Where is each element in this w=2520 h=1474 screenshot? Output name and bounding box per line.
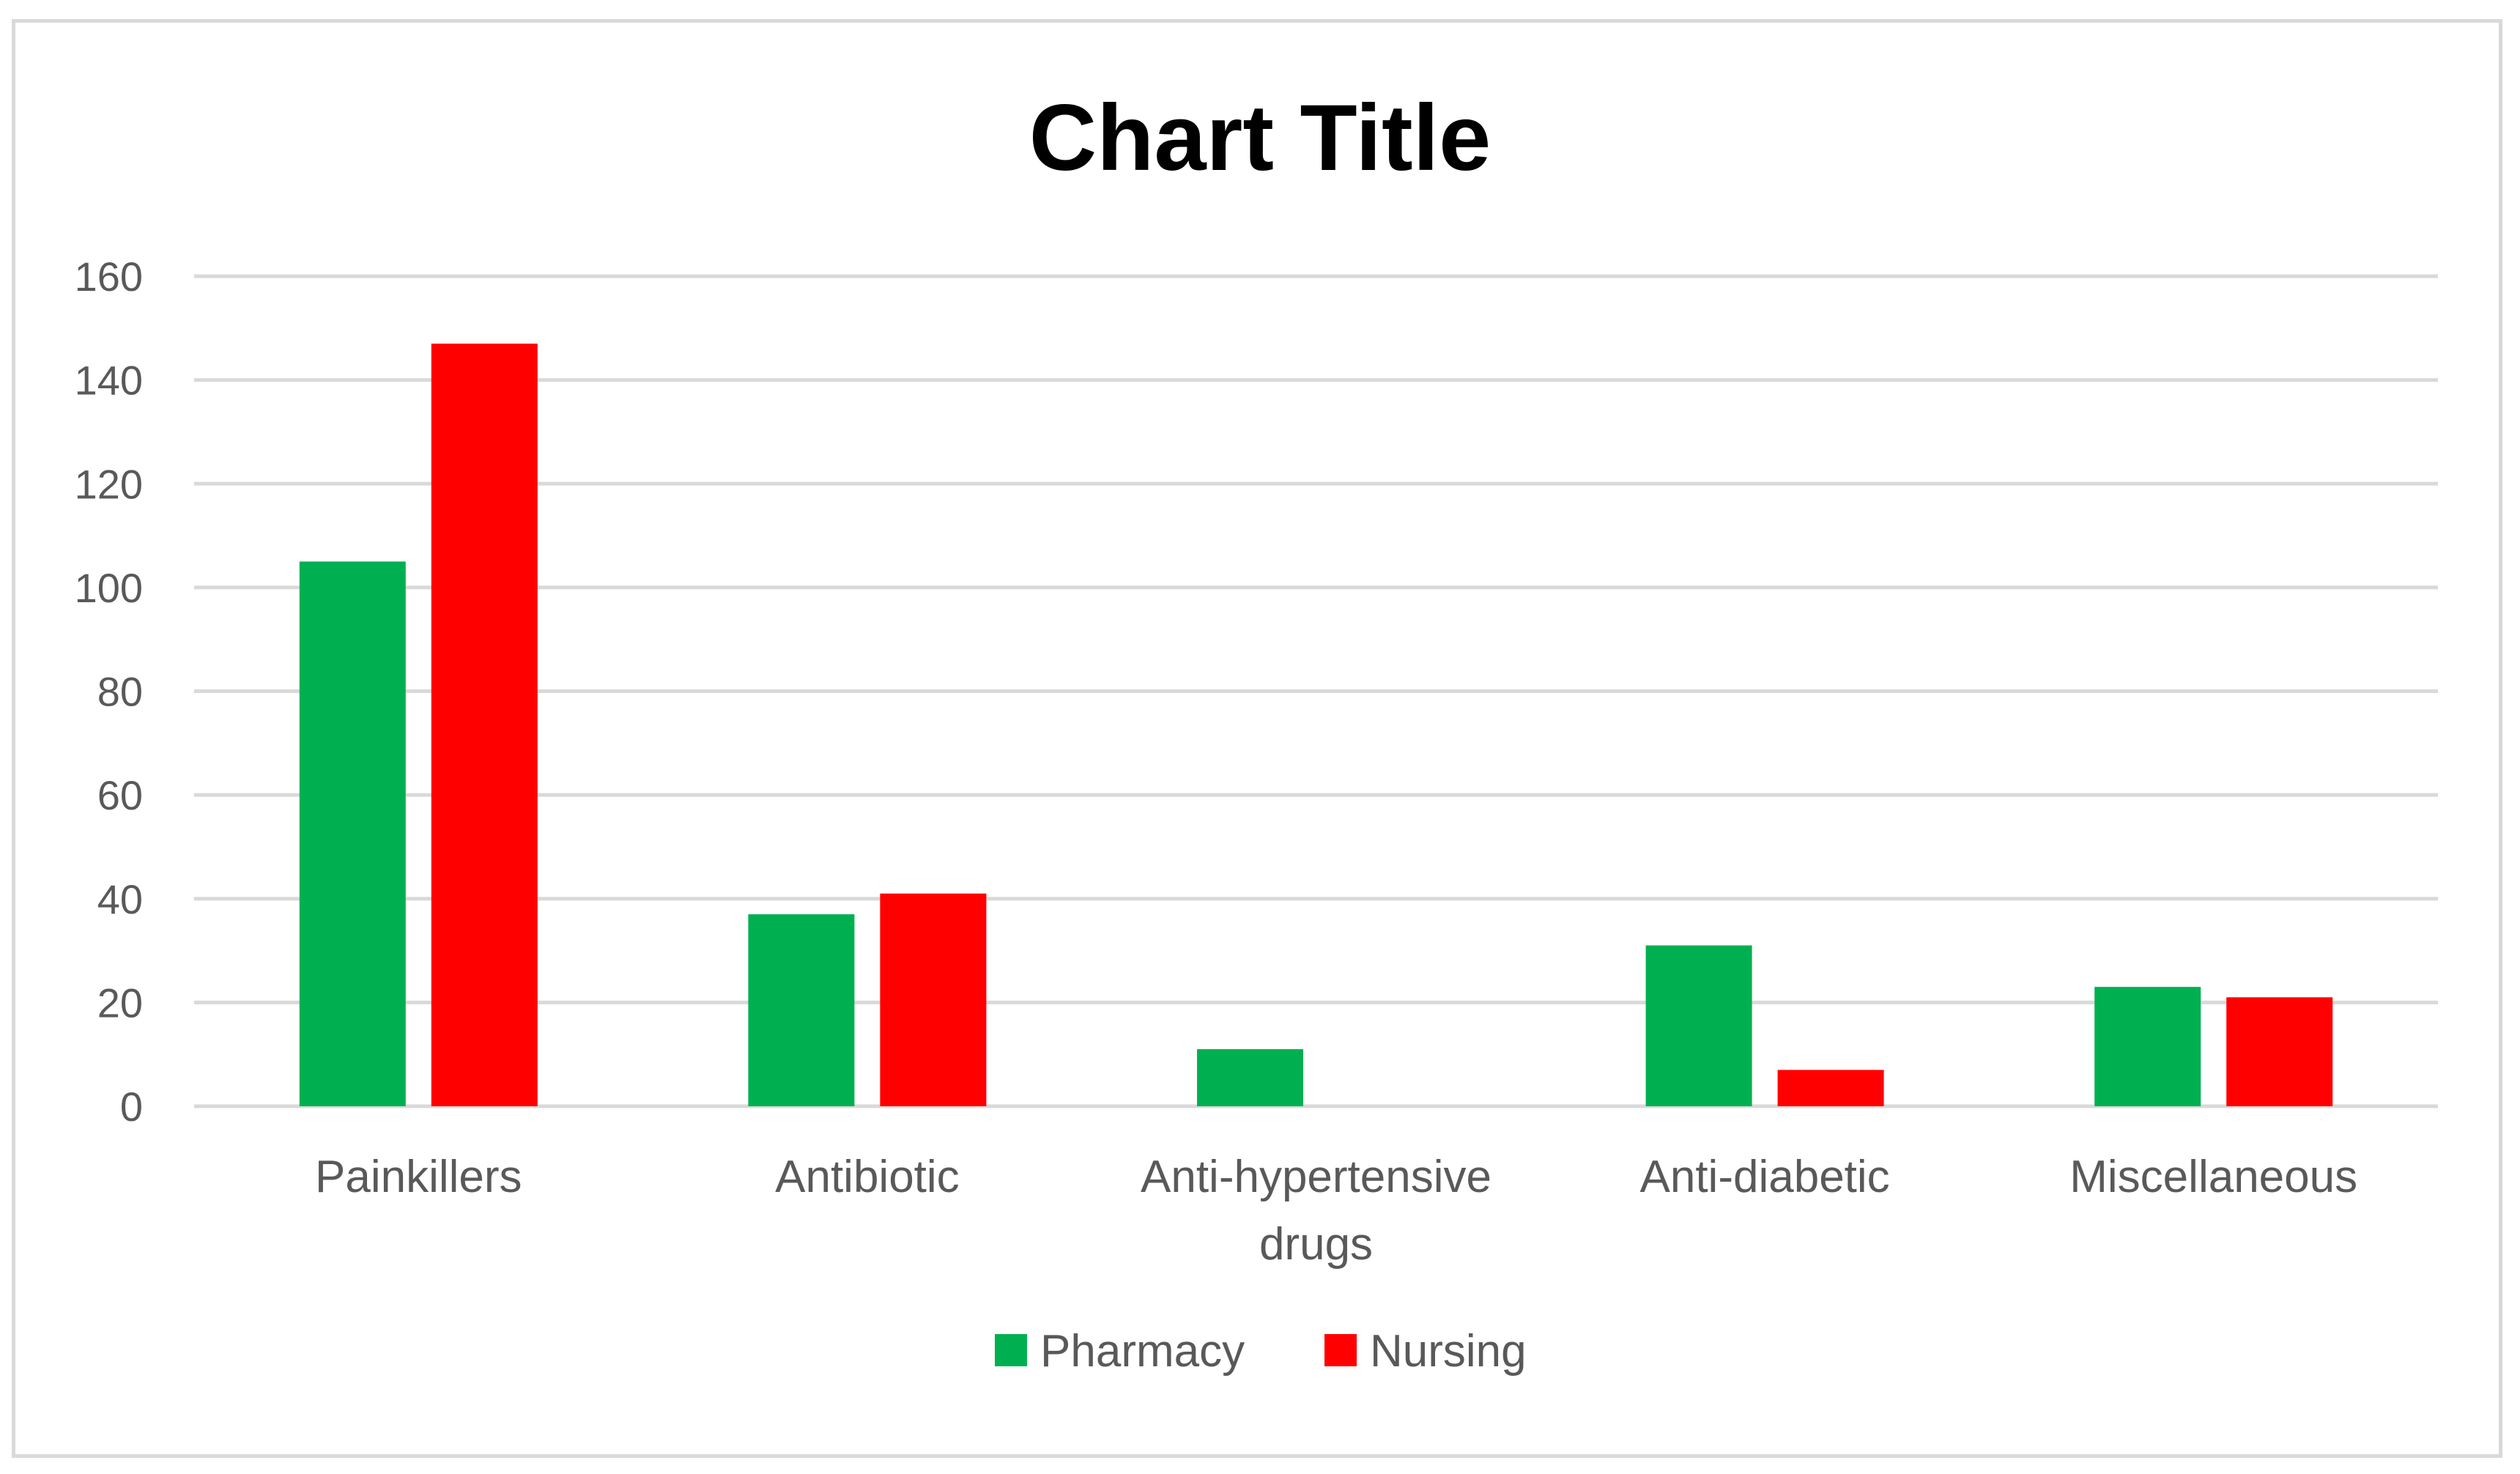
x-category-label: Miscellaneous	[2069, 1152, 2357, 1202]
y-tick-label: 0	[120, 1084, 143, 1130]
bar-nursing-3	[1777, 1070, 1884, 1106]
x-category-label: drugs	[1259, 1219, 1373, 1270]
legend-swatch-nursing	[1324, 1334, 1357, 1366]
bar-pharmacy-0	[299, 561, 406, 1106]
chart-title: Chart Title	[1029, 86, 1491, 190]
y-tick-label: 20	[97, 979, 143, 1026]
bar-pharmacy-3	[1645, 945, 1752, 1106]
legend: Pharmacy Nursing	[995, 1326, 1527, 1377]
bar-pharmacy-2	[1197, 1049, 1303, 1106]
bar-nursing-1	[880, 893, 987, 1106]
y-tick-label: 100	[75, 565, 143, 611]
x-category-label: Anti-hypertensive	[1141, 1152, 1491, 1202]
bar-pharmacy-4	[2094, 987, 2201, 1106]
x-axis-labels: Painkillers Antibiotic Anti-hypertensive dr…	[315, 1152, 2357, 1270]
y-axis-ticks: 0 20 40 60 80 100 120 140 160	[75, 253, 143, 1130]
y-tick-label: 120	[75, 461, 143, 507]
bar-nursing-4	[2226, 997, 2333, 1106]
bar-pharmacy-1	[748, 914, 855, 1106]
gridlines	[194, 274, 2438, 1108]
x-category-label: Painkillers	[315, 1152, 522, 1202]
bar-nursing-0	[431, 344, 538, 1106]
y-tick-label: 140	[75, 358, 143, 404]
legend-swatch-pharmacy	[995, 1334, 1027, 1366]
y-tick-label: 160	[75, 253, 143, 300]
y-tick-label: 60	[97, 772, 143, 818]
chart-frame	[12, 19, 2502, 1458]
legend-label-pharmacy: Pharmacy	[1040, 1326, 1245, 1377]
y-tick-label: 80	[97, 669, 143, 715]
x-category-label: Antibiotic	[775, 1152, 960, 1202]
x-category-label: Anti-diabetic	[1640, 1152, 1890, 1202]
y-tick-label: 40	[97, 876, 143, 922]
bars	[299, 344, 2333, 1106]
legend-label-nursing: Nursing	[1370, 1326, 1527, 1377]
